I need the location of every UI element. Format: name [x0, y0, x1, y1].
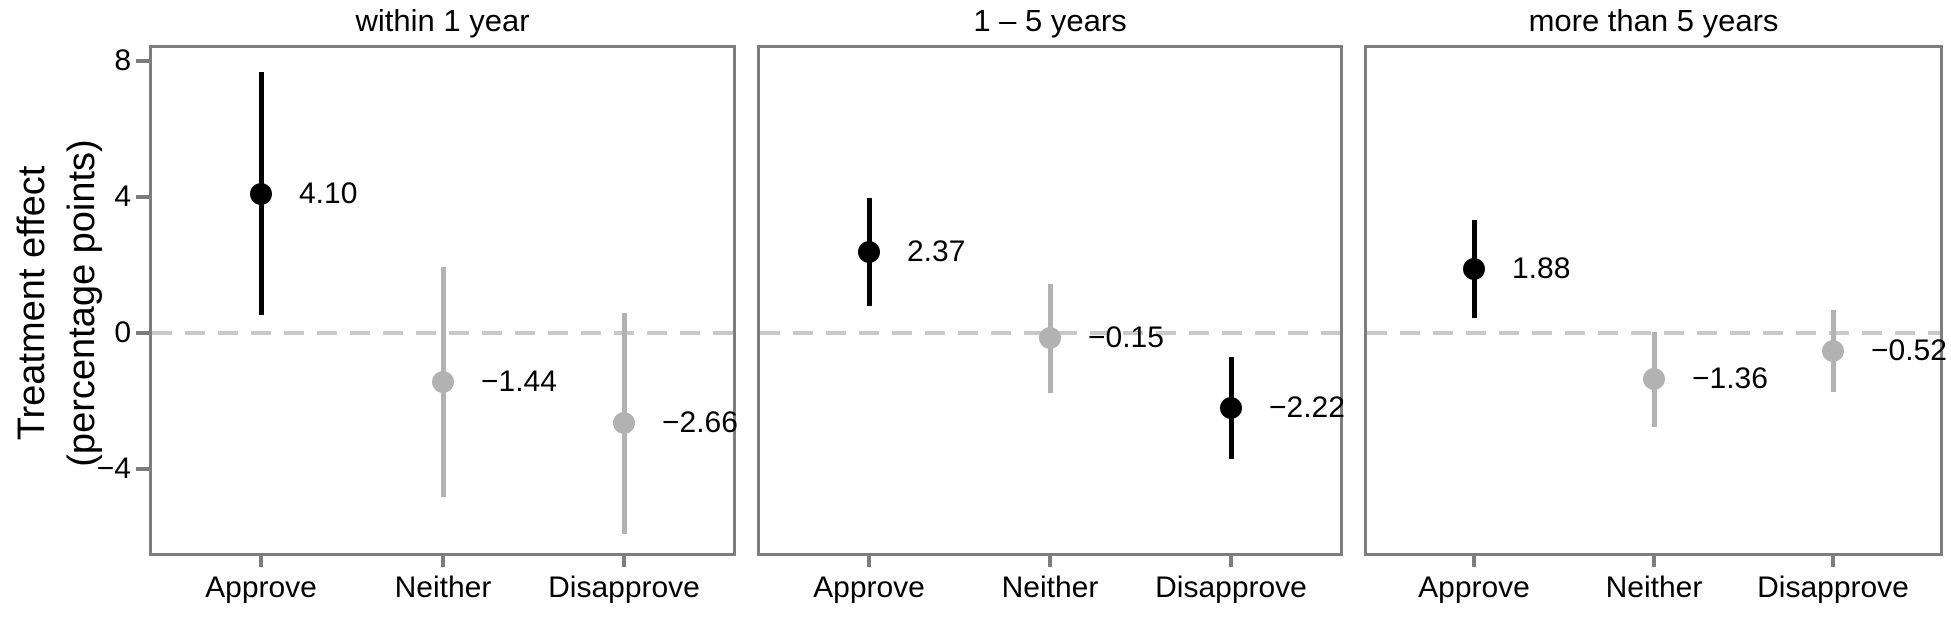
x-axis-label-disapprove: Disapprove [1155, 571, 1307, 604]
y-axis-tick-label: 4 [114, 180, 131, 213]
y-axis-tick-mark [136, 331, 149, 335]
y-axis-tick-mark [136, 467, 149, 471]
x-axis-tick-mark-neither [441, 556, 445, 567]
x-axis-label-disapprove: Disapprove [548, 571, 700, 604]
x-axis-tick-mark-disapprove [622, 556, 626, 567]
panel-more-than-5-years [1364, 45, 1943, 556]
point-disapprove [1822, 339, 1844, 362]
x-axis-label-approve: Approve [813, 571, 925, 604]
value-label-neither: −1.36 [1692, 362, 1768, 396]
point-disapprove [1220, 397, 1242, 420]
x-axis-tick-mark-neither [1652, 556, 1656, 567]
x-axis-tick-mark-approve [1472, 556, 1476, 567]
x-axis-label-disapprove: Disapprove [1757, 571, 1909, 604]
value-label-disapprove: −0.52 [1871, 333, 1947, 367]
point-approve [1463, 258, 1485, 281]
y-axis-tick-label: 0 [114, 316, 131, 349]
panel-title-within-1-year: within 1 year [355, 3, 530, 38]
y-axis-tick-mark [136, 195, 149, 199]
x-axis-label-neither: Neither [394, 571, 492, 604]
value-label-disapprove: −2.66 [662, 406, 738, 440]
point-neither [1643, 368, 1665, 391]
point-disapprove [613, 412, 635, 435]
value-label-approve: 1.88 [1512, 252, 1571, 286]
point-neither [1039, 327, 1061, 350]
point-neither [432, 370, 454, 393]
y-axis-title-line1: Treatment effect [11, 165, 53, 441]
y-axis-tick-mark [136, 59, 149, 63]
x-axis-tick-mark-disapprove [1229, 556, 1233, 567]
x-axis-label-approve: Approve [1418, 571, 1530, 604]
x-axis-label-neither: Neither [1605, 571, 1703, 604]
x-axis-tick-mark-disapprove [1831, 556, 1835, 567]
x-axis-label-neither: Neither [1001, 571, 1099, 604]
panel-title-1-5-years: 1 – 5 years [973, 3, 1127, 38]
panel-title-more-than-5-years: more than 5 years [1528, 3, 1779, 38]
value-label-approve: 4.10 [299, 176, 358, 210]
value-label-neither: −1.44 [481, 364, 557, 398]
x-axis-tick-mark-approve [867, 556, 871, 567]
x-axis-tick-mark-approve [259, 556, 263, 567]
point-approve [858, 241, 880, 264]
x-axis-label-approve: Approve [205, 571, 317, 604]
value-label-disapprove: −2.22 [1269, 391, 1345, 425]
y-axis-tick-label: −4 [96, 452, 131, 485]
panel-1-5-years [757, 45, 1343, 556]
value-label-approve: 2.37 [907, 235, 966, 269]
x-axis-tick-mark-neither [1048, 556, 1052, 567]
value-label-neither: −0.15 [1088, 321, 1164, 355]
panel-within-1-year [149, 45, 736, 556]
y-axis-tick-label: 8 [114, 44, 131, 77]
point-approve [250, 182, 272, 205]
